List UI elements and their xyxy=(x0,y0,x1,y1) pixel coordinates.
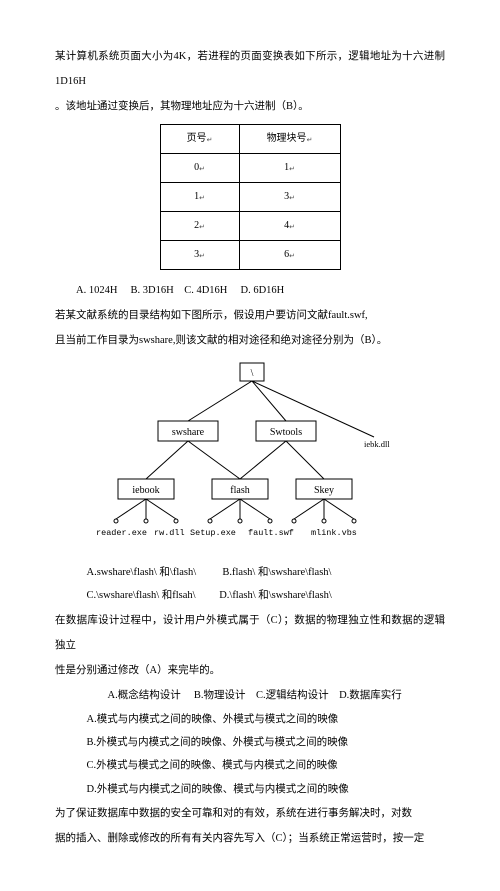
q2-line1: 若某文献系统的目录结构如下图所示，假设用户要访问文献fault.swf, xyxy=(55,303,445,328)
svg-text:\: \ xyxy=(251,368,254,379)
q3-options: A.概念结构设计 B.物理设计 C.逻辑结构设计 D.数据库实行 xyxy=(55,683,445,708)
q2-opts-rowA: A.swshare\flash\ 和\flash\ B.flash\ 和\sws… xyxy=(55,561,445,584)
q3-line1: 在数据库设计过程中，设计用户外模式属于（C）；数据的物理独立性和数据的逻辑独立 xyxy=(55,608,445,658)
svg-text:fault.swf: fault.swf xyxy=(248,528,294,538)
q2-line2: 且当前工作目录为swshare,则该文献的相对途径和绝对途径分别为（B）。 xyxy=(55,328,445,353)
q2-opts-rowB: C.\swshare\flash\ 和flsah\ D.\flash\ 和\sw… xyxy=(55,584,445,607)
svg-text:Setup.exe: Setup.exe xyxy=(190,528,236,538)
q3-line2: 性是分别通过修改（A）来完毕的。 xyxy=(55,658,445,683)
q4-line1: 为了保证数据库中数据的安全可靠和对的有效，系统在进行事务解决时，对数 xyxy=(55,801,445,826)
tbl-h0: 页号 xyxy=(187,133,207,144)
svg-text:mlink.vbs: mlink.vbs xyxy=(311,528,357,538)
q1-line2: 。该地址通过变换后，其物理地址应为十六进制（B）。 xyxy=(55,94,445,119)
table-row: 2↵4↵ xyxy=(160,211,340,240)
tbl-h1: 物理块号 xyxy=(267,133,307,144)
svg-text:Swtools: Swtools xyxy=(270,427,302,438)
svg-text:iebk.dll: iebk.dll xyxy=(364,439,390,449)
svg-text:Skey: Skey xyxy=(314,485,334,496)
svg-text:rw.dll: rw.dll xyxy=(154,528,185,538)
q4-line2: 据的插入、删除或修改的所有有关内容先写入（C）；当系统正常运营时，按一定 xyxy=(55,826,445,851)
svg-text:iebook: iebook xyxy=(132,485,159,496)
q3-sub-d: D.外模式与内模式之间的映像、模式与内模式之间的映像 xyxy=(55,778,445,801)
table-row: 1↵3↵ xyxy=(160,182,340,211)
directory-tree: \ swshare Swtools iebook flash Skey iebk.dll re… xyxy=(55,359,445,559)
table-row: 0↵1↵ xyxy=(160,153,340,182)
q3-sub-b: B.外模式与内模式之间的映像、外模式与模式之间的映像 xyxy=(55,731,445,754)
svg-text:reader.exe: reader.exe xyxy=(96,528,147,538)
q3-sub-c: C.外模式与模式之间的映像、模式与内模式之间的映像 xyxy=(55,754,445,777)
page-table: 页号↵ 物理块号↵ 0↵1↵ 1↵3↵ 2↵4↵ 3↵6↵ xyxy=(160,124,341,270)
q1-options: A. 1024H B. 3D16H C. 4D16H D. 6D16H xyxy=(55,278,445,303)
q3-sub-a: A.模式与内模式之间的映像、外模式与模式之间的映像 xyxy=(55,708,445,731)
table-row: 3↵6↵ xyxy=(160,240,340,269)
q1-line1: 某计算机系统页面大小为4K，若进程的页面变换表如下所示，逻辑地址为十六进制1D1… xyxy=(55,44,445,94)
svg-text:flash: flash xyxy=(230,485,249,496)
svg-text:swshare: swshare xyxy=(172,427,205,438)
